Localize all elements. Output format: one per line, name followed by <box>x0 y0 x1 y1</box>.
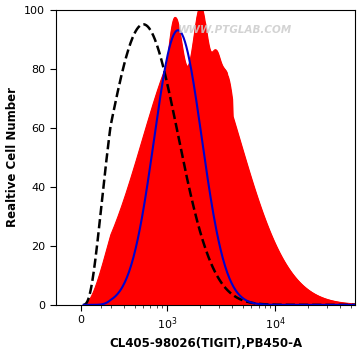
Y-axis label: Realtive Cell Number: Realtive Cell Number <box>5 87 18 227</box>
X-axis label: CL405-98026(TIGIT),PB450-A: CL405-98026(TIGIT),PB450-A <box>109 337 302 350</box>
Text: WWW.PTGLAB.COM: WWW.PTGLAB.COM <box>178 25 293 35</box>
